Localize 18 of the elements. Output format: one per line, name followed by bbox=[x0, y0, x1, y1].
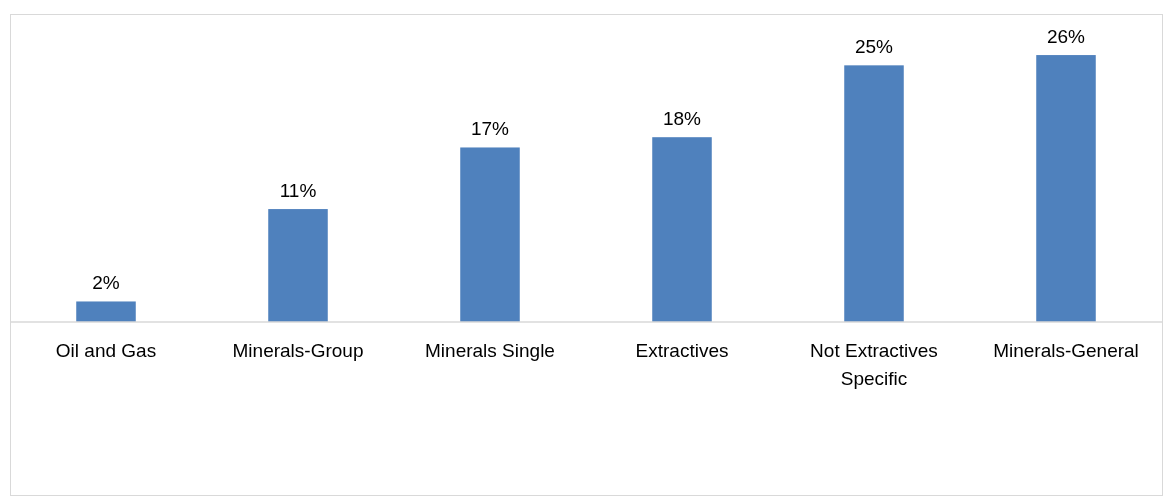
data-label: 26% bbox=[1046, 26, 1086, 48]
x-tick-label: Extractives bbox=[635, 340, 729, 361]
bar bbox=[844, 65, 904, 322]
bar bbox=[76, 301, 136, 322]
data-label: 11% bbox=[279, 180, 317, 202]
bar bbox=[652, 137, 712, 322]
x-tick-label: Not Extractives Specific bbox=[810, 340, 938, 389]
data-label: 25% bbox=[854, 36, 894, 58]
x-tick-label: Oil and Gas bbox=[55, 340, 157, 361]
x-tick-label: Minerals-Group bbox=[232, 340, 364, 361]
bar bbox=[1036, 55, 1096, 322]
bar bbox=[268, 209, 328, 322]
data-label: 17% bbox=[470, 118, 510, 140]
bar bbox=[460, 147, 520, 322]
x-tick-label: Minerals Single bbox=[425, 340, 555, 361]
data-label: 2% bbox=[92, 272, 120, 294]
data-label: 18% bbox=[662, 108, 702, 130]
x-tick-label: Minerals-General bbox=[993, 340, 1139, 361]
